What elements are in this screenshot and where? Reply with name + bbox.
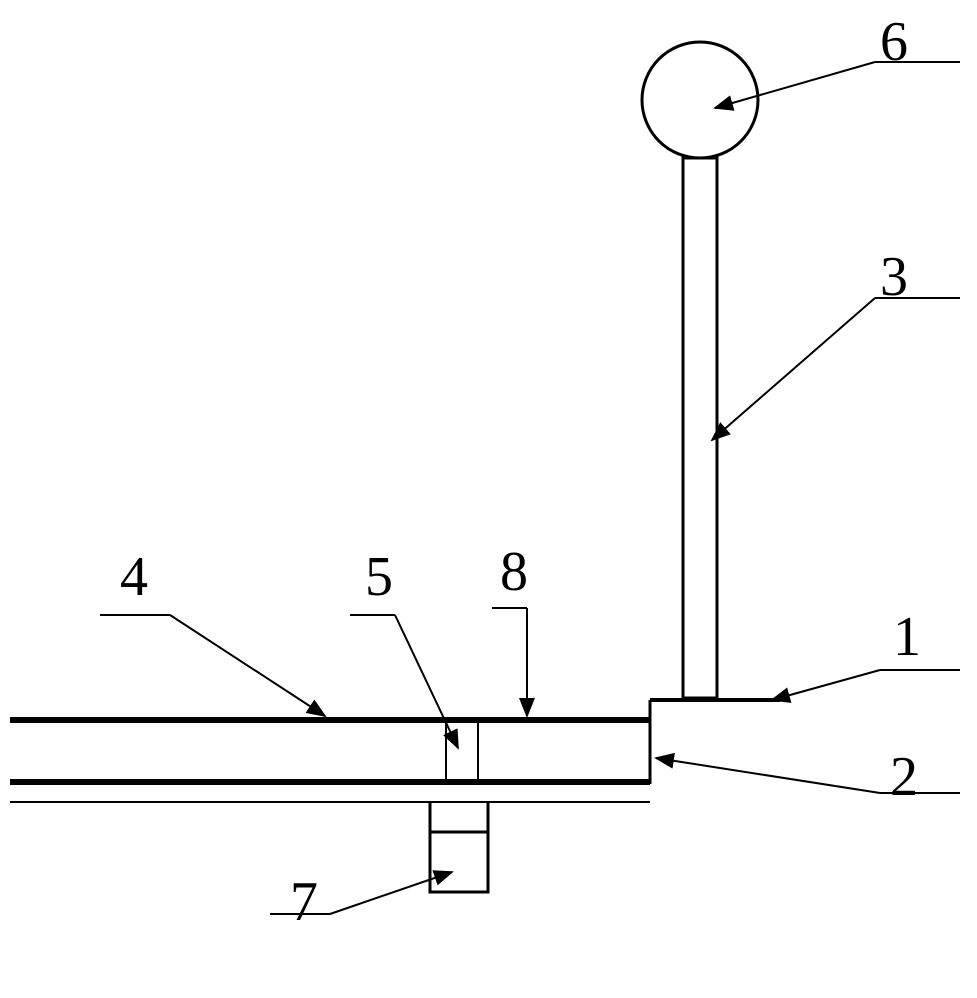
- label-4: 4: [120, 545, 148, 609]
- label-3: 3: [880, 245, 908, 309]
- label-7: 7: [290, 870, 318, 934]
- leader-5: [395, 615, 458, 748]
- box-part-7: [430, 832, 488, 892]
- leader-3: [712, 298, 875, 440]
- leader-2: [656, 758, 880, 793]
- leader-6: [715, 62, 875, 108]
- label-8: 8: [500, 540, 528, 604]
- label-6: 6: [880, 10, 908, 74]
- technical-diagram: [0, 0, 977, 998]
- label-1: 1: [893, 605, 921, 669]
- leader-1: [772, 670, 880, 700]
- leader-4: [170, 615, 325, 716]
- vertical-pole-part-3: [683, 158, 717, 698]
- label-5: 5: [365, 545, 393, 609]
- label-2: 2: [890, 745, 918, 809]
